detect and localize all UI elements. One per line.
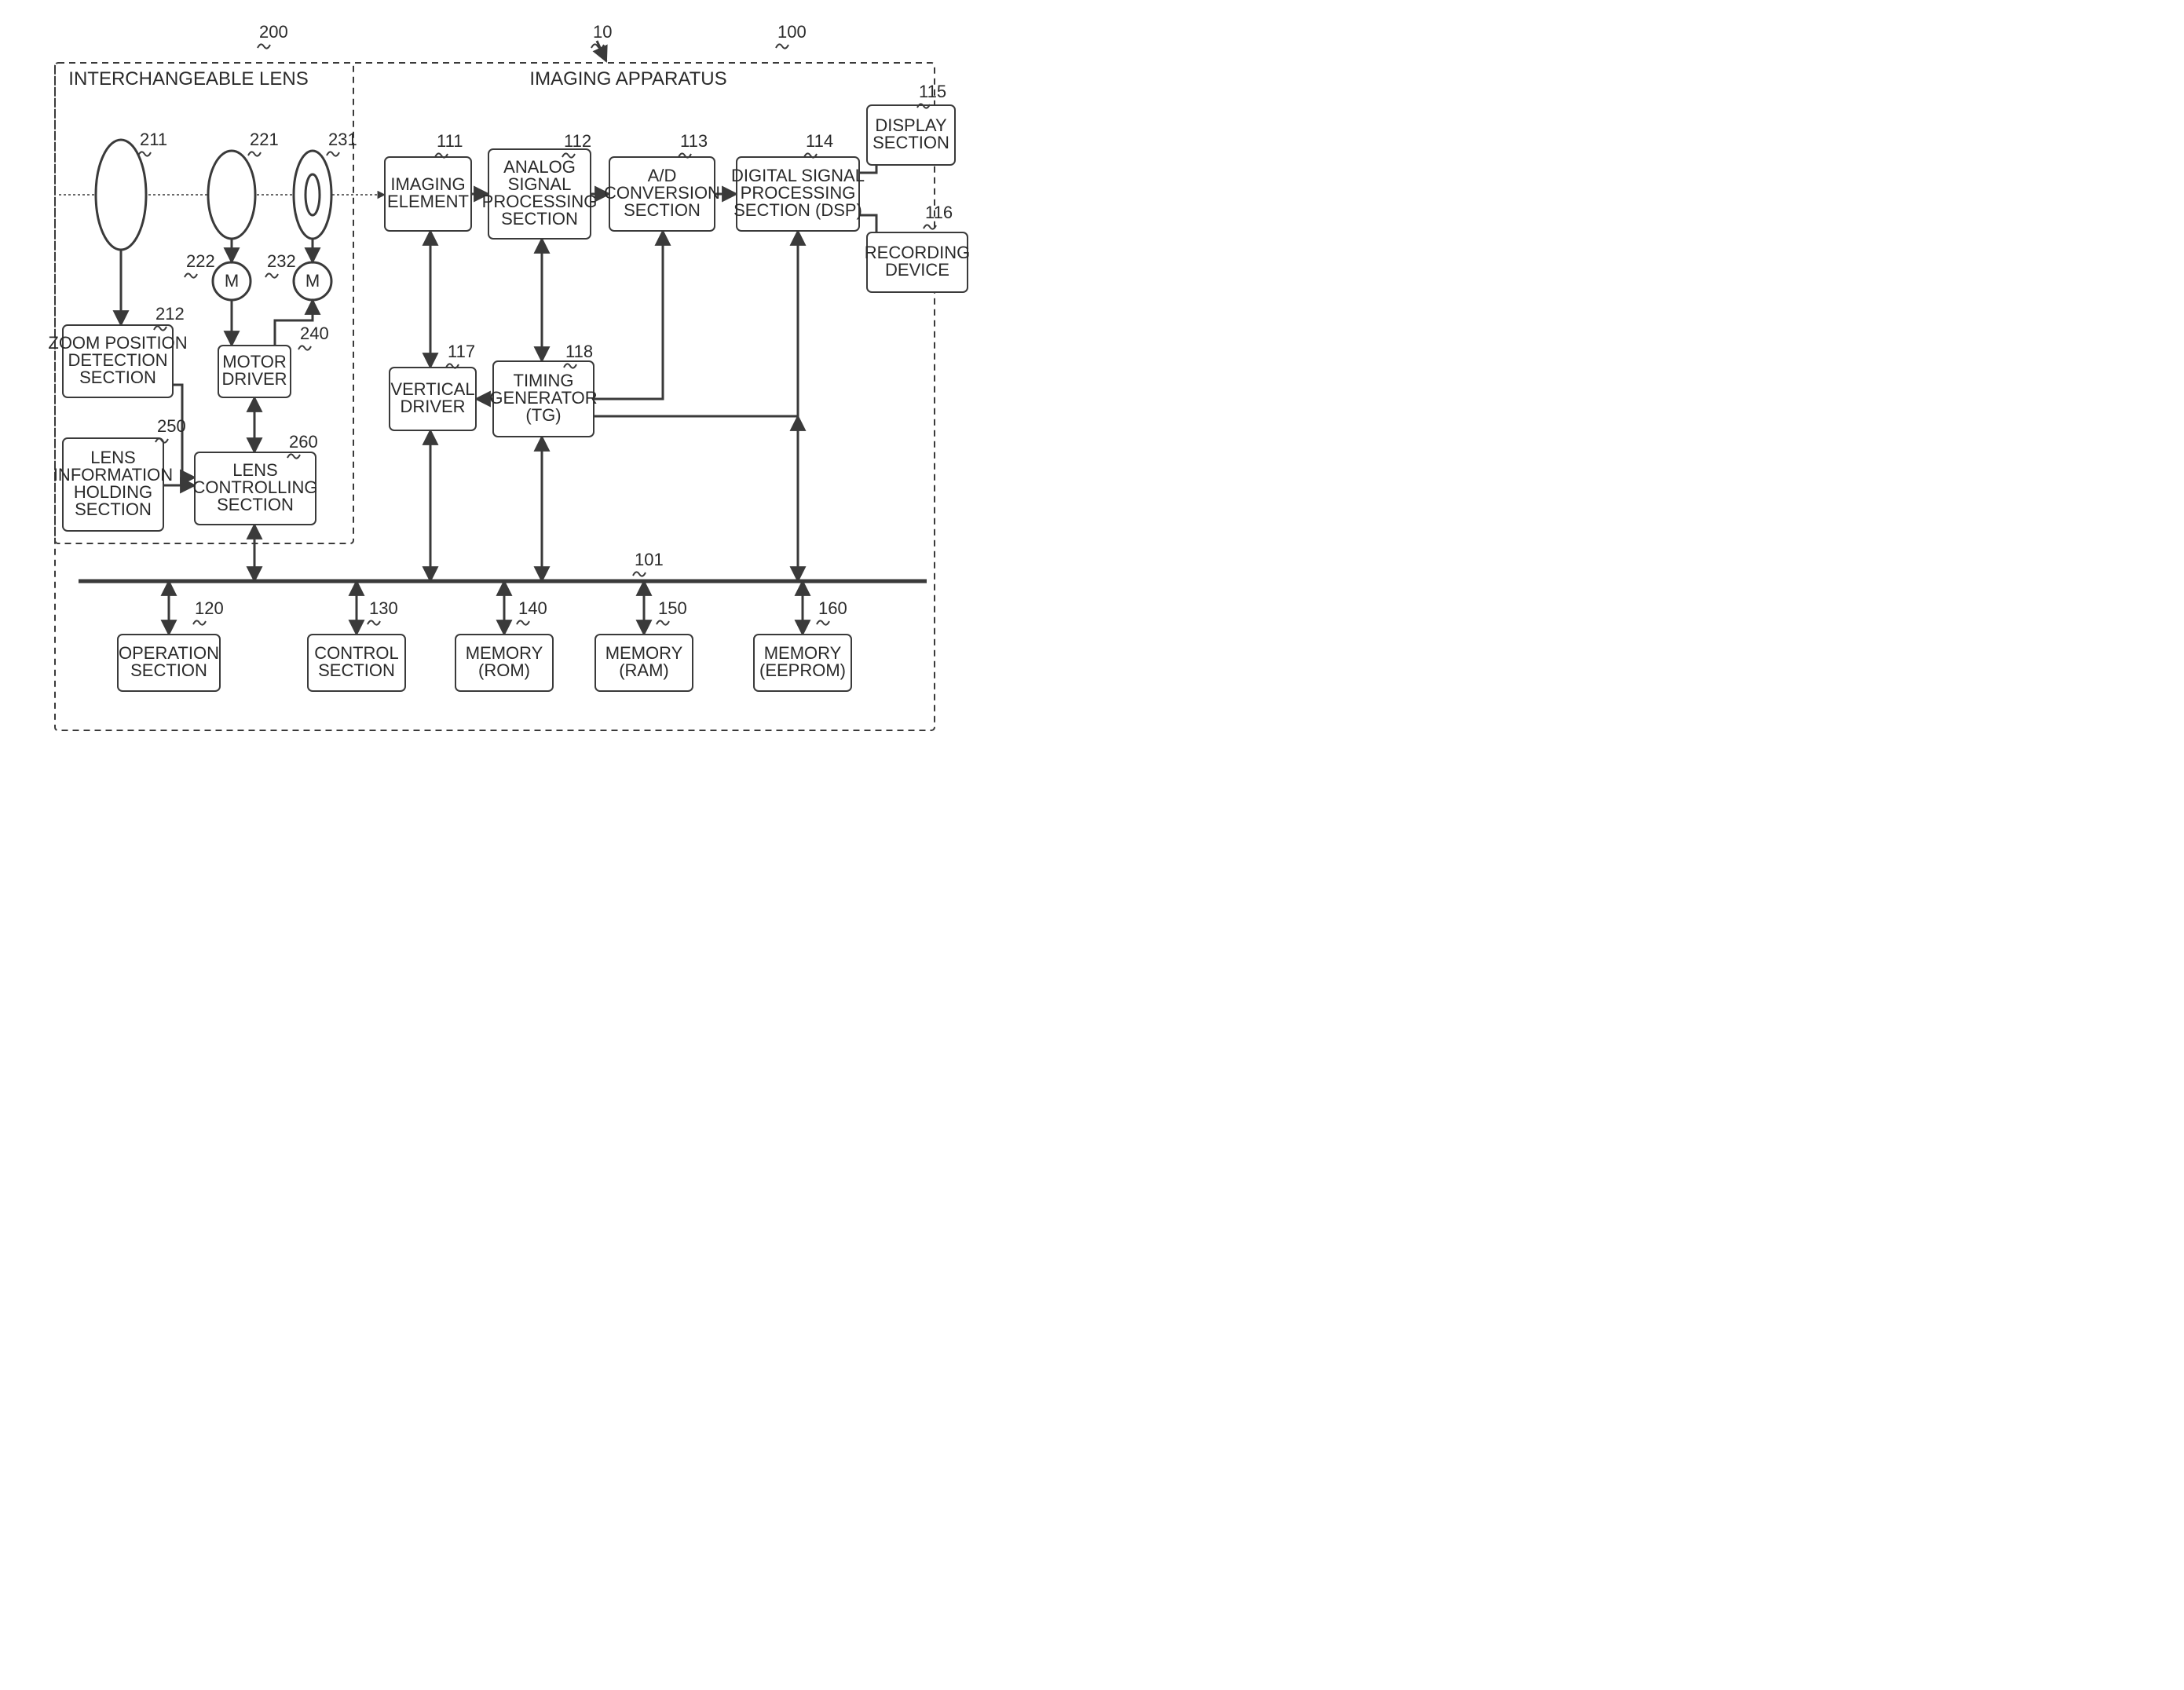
ref-label: 115 [919, 82, 946, 101]
block-tg-line2: (TG) [525, 405, 561, 425]
block-img_elem-line1: ELEMENT [387, 192, 469, 211]
motor_aperture-label: M [305, 271, 320, 291]
ref-label: 112 [564, 131, 591, 151]
block-dsp-line2: SECTION (DSP) [733, 200, 862, 220]
edge [594, 231, 663, 399]
ref-label: 232 [267, 251, 296, 271]
block-adconv-line2: SECTION [624, 200, 701, 220]
ref-label: 101 [635, 550, 664, 569]
ref-label: 211 [140, 130, 167, 149]
zoom_lens [96, 140, 146, 250]
imaging-apparatus-title: IMAGING APPARATUS [529, 68, 726, 90]
edge [594, 231, 798, 416]
ref-label: 111 [437, 131, 463, 151]
ref-label: 260 [289, 432, 318, 452]
ref-label: 100 [777, 22, 807, 42]
block-eeprom-line1: (EEPROM) [759, 660, 846, 680]
block-record-line1: DEVICE [885, 260, 949, 280]
block-ram-line1: (RAM) [619, 660, 669, 680]
ref-label: 160 [818, 598, 847, 618]
ref-label: 150 [658, 598, 687, 618]
ref-label: 231 [328, 130, 357, 149]
block-ctrl-line1: SECTION [318, 660, 395, 680]
motor_focus-label: M [225, 271, 239, 291]
ref-label: 130 [369, 598, 398, 618]
block-vdrv-line1: DRIVER [400, 397, 465, 416]
ref-label: 222 [186, 251, 215, 271]
block-display-line1: SECTION [873, 133, 949, 152]
block-lens_info-line3: SECTION [75, 499, 152, 519]
ref-label: 118 [565, 342, 593, 361]
ref-label: 116 [925, 203, 953, 222]
ref-label: 120 [195, 598, 224, 618]
block-diagram: IMAGING APPARATUS INTERCHANGEABLE LENS M M… [0, 0, 982, 762]
block-analog-line3: SECTION [501, 209, 578, 229]
ref-label: 140 [518, 598, 547, 618]
ref-label: 10 [593, 22, 612, 42]
ref-label: 117 [448, 342, 475, 361]
interchangeable-lens-title: INTERCHANGEABLE LENS [68, 68, 308, 90]
ref-label: 114 [806, 131, 833, 151]
ref-label: 250 [157, 416, 186, 436]
ref-label: 113 [680, 131, 708, 151]
ref-label: 200 [259, 22, 288, 42]
ref-label: 221 [250, 130, 279, 149]
ref-label: 212 [155, 304, 185, 324]
ref-label: 240 [300, 324, 329, 343]
block-zoom_det-line2: SECTION [79, 368, 156, 387]
focus_lens [208, 151, 255, 239]
block-motor_drv-line1: DRIVER [221, 369, 287, 389]
block-lens_ctrl-line2: SECTION [217, 495, 294, 514]
block-oper-line1: SECTION [130, 660, 207, 680]
block-rom-line1: (ROM) [478, 660, 530, 680]
